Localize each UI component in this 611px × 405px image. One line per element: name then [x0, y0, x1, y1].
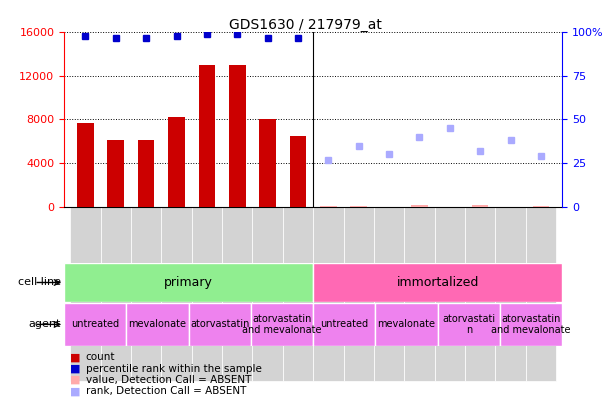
Bar: [259, 119, 276, 207]
Text: agent: agent: [29, 320, 61, 329]
FancyBboxPatch shape: [404, 207, 434, 381]
Text: immortalized: immortalized: [397, 276, 479, 289]
Bar: [472, 205, 488, 207]
Text: mevalonate: mevalonate: [128, 320, 186, 329]
FancyBboxPatch shape: [70, 207, 101, 381]
FancyBboxPatch shape: [313, 207, 343, 381]
Bar: [533, 206, 549, 207]
Text: ■: ■: [70, 352, 81, 362]
Bar: [199, 65, 215, 207]
Text: primary: primary: [164, 276, 213, 289]
Text: percentile rank within the sample: percentile rank within the sample: [86, 364, 262, 373]
Text: untreated: untreated: [320, 320, 368, 329]
FancyBboxPatch shape: [252, 207, 283, 381]
Text: atorvastatin
and mevalonate: atorvastatin and mevalonate: [243, 313, 322, 335]
FancyBboxPatch shape: [434, 207, 465, 381]
Text: untreated: untreated: [71, 320, 119, 329]
Text: GDS1630 / 217979_at: GDS1630 / 217979_at: [229, 18, 382, 32]
Text: cell line: cell line: [18, 277, 61, 288]
FancyBboxPatch shape: [343, 207, 374, 381]
Bar: [500, 303, 562, 346]
Text: ■: ■: [70, 375, 81, 385]
Bar: [313, 303, 375, 346]
Bar: [64, 303, 126, 346]
Bar: [189, 303, 251, 346]
FancyBboxPatch shape: [101, 207, 131, 381]
FancyBboxPatch shape: [131, 207, 161, 381]
Text: mevalonate: mevalonate: [378, 320, 436, 329]
Bar: [64, 263, 313, 302]
Bar: [375, 303, 437, 346]
Bar: [108, 140, 124, 207]
Text: count: count: [86, 352, 115, 362]
Bar: [168, 117, 185, 207]
Text: atorvastati
n: atorvastati n: [442, 313, 496, 335]
Bar: [437, 303, 500, 346]
FancyBboxPatch shape: [161, 207, 192, 381]
Bar: [77, 123, 93, 207]
Bar: [290, 136, 306, 207]
Text: rank, Detection Call = ABSENT: rank, Detection Call = ABSENT: [86, 386, 246, 396]
FancyBboxPatch shape: [465, 207, 496, 381]
Text: ■: ■: [70, 364, 81, 373]
FancyBboxPatch shape: [374, 207, 404, 381]
Text: value, Detection Call = ABSENT: value, Detection Call = ABSENT: [86, 375, 251, 385]
Text: atorvastatin
and mevalonate: atorvastatin and mevalonate: [491, 313, 571, 335]
FancyBboxPatch shape: [525, 207, 556, 381]
Bar: [126, 303, 189, 346]
FancyBboxPatch shape: [222, 207, 252, 381]
Bar: [313, 263, 562, 302]
Bar: [229, 65, 246, 207]
FancyBboxPatch shape: [496, 207, 525, 381]
Bar: [251, 303, 313, 346]
FancyBboxPatch shape: [283, 207, 313, 381]
Bar: [411, 205, 428, 207]
Text: ■: ■: [70, 386, 81, 396]
FancyBboxPatch shape: [192, 207, 222, 381]
Bar: [350, 206, 367, 207]
Bar: [138, 140, 155, 207]
Text: atorvastatin: atorvastatin: [190, 320, 249, 329]
